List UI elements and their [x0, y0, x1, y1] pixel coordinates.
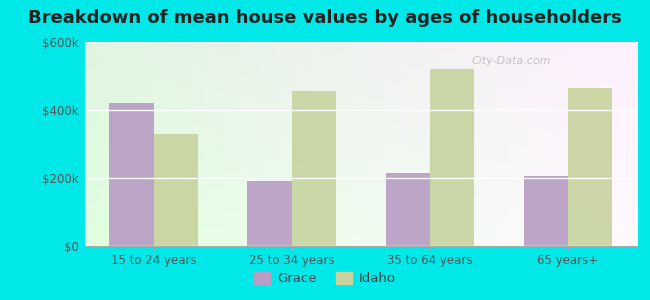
- Text: Breakdown of mean house values by ages of householders: Breakdown of mean house values by ages o…: [28, 9, 622, 27]
- Bar: [109, 103, 153, 246]
- Bar: [430, 69, 474, 246]
- Bar: [385, 173, 430, 246]
- Text: City-Data.com: City-Data.com: [471, 56, 551, 66]
- Bar: [524, 176, 568, 246]
- Bar: [568, 88, 612, 246]
- Bar: [248, 182, 292, 246]
- Legend: Grace, Idaho: Grace, Idaho: [249, 266, 401, 290]
- Bar: [292, 91, 336, 246]
- Bar: [153, 134, 198, 246]
